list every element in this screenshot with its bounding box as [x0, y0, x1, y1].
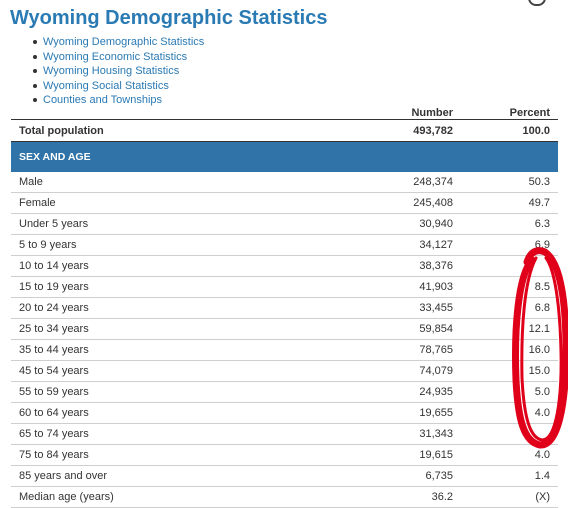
row-percent: (X) — [461, 486, 558, 508]
table-row: 35 to 44 years 78,765 16.0 — [11, 339, 558, 361]
row-number: 31,343 — [311, 423, 461, 445]
row-percent: 5.0 — [461, 381, 558, 403]
header-percent: Percent — [461, 99, 558, 120]
stats-table: Number Percent Total population 493,782 … — [11, 99, 558, 508]
table-header: Number Percent — [11, 99, 558, 120]
header-number: Number — [311, 99, 461, 120]
row-percent — [461, 423, 558, 445]
header-label-cell — [11, 99, 311, 120]
table-row: 5 to 9 years 34,127 6.9 — [11, 234, 558, 256]
row-label: 20 to 24 years — [11, 297, 311, 319]
row-percent: 6.8 — [461, 297, 558, 319]
nav-link-economic[interactable]: Wyoming Economic Statistics — [43, 50, 188, 63]
row-number: 19,655 — [311, 402, 461, 424]
row-percent — [461, 255, 558, 277]
row-label: 75 to 84 years — [11, 444, 311, 466]
row-label: 25 to 34 years — [11, 318, 311, 340]
table-row: 55 to 59 years 24,935 5.0 — [11, 381, 558, 403]
row-percent: 16.0 — [461, 339, 558, 361]
nav-link-housing[interactable]: Wyoming Housing Statistics — [43, 65, 180, 78]
row-label: 60 to 64 years — [11, 402, 311, 424]
total-number: 493,782 — [311, 119, 461, 142]
table-row: Female 245,408 49.7 — [11, 192, 558, 214]
row-number: 248,374 — [311, 172, 461, 193]
nav-link-item[interactable]: Wyoming Economic Statistics — [32, 50, 204, 65]
nav-link-item[interactable]: Wyoming Housing Statistics — [32, 64, 204, 79]
table-row: 60 to 64 years 19,655 4.0 — [11, 402, 558, 424]
table-row: 85 years and over 6,735 1.4 — [11, 465, 558, 487]
row-number: 41,903 — [311, 276, 461, 298]
row-label: 10 to 14 years — [11, 255, 311, 277]
row-percent: 12.1 — [461, 318, 558, 340]
row-percent: 1.4 — [461, 465, 558, 487]
row-number: 245,408 — [311, 192, 461, 214]
total-percent: 100.0 — [461, 119, 558, 142]
row-number: 36.2 — [311, 486, 461, 508]
row-number: 30,940 — [311, 213, 461, 235]
row-number: 38,376 — [311, 255, 461, 277]
table-row: Median age (years) 36.2 (X) — [11, 486, 558, 508]
row-number: 24,935 — [311, 381, 461, 403]
row-number: 6,735 — [311, 465, 461, 487]
row-percent: 49.7 — [461, 192, 558, 214]
nav-link-demographic[interactable]: Wyoming Demographic Statistics — [43, 36, 205, 48]
row-number: 34,127 — [311, 234, 461, 256]
row-label: 45 to 54 years — [11, 360, 311, 382]
row-percent: 8.5 — [461, 276, 558, 298]
row-label: 5 to 9 years — [11, 234, 311, 256]
row-percent: 15.0 — [461, 360, 558, 382]
total-label: Total population — [11, 119, 311, 142]
row-percent: 6.9 — [461, 234, 558, 256]
row-percent: 50.3 — [461, 172, 558, 193]
nav-link-item[interactable]: Wyoming Social Statistics — [32, 79, 204, 94]
row-percent: 4.0 — [461, 402, 558, 424]
row-label: 15 to 19 years — [11, 276, 311, 298]
row-number: 78,765 — [311, 339, 461, 361]
row-label: Under 5 years — [11, 213, 311, 235]
table-row: 20 to 24 years 33,455 6.8 — [11, 297, 558, 319]
row-label: Male — [11, 172, 311, 193]
row-number: 74,079 — [311, 360, 461, 382]
table-row: 45 to 54 years 74,079 15.0 — [11, 360, 558, 382]
table-row: 25 to 34 years 59,854 12.1 — [11, 318, 558, 340]
row-label: 65 to 74 years — [11, 423, 311, 445]
row-number: 33,455 — [311, 297, 461, 319]
row-label: Female — [11, 192, 311, 214]
nav-link-item[interactable]: Wyoming Demographic Statistics — [32, 35, 205, 50]
total-row: Total population 493,782 100.0 — [11, 119, 558, 142]
row-number: 19,615 — [311, 444, 461, 466]
row-label: 85 years and over — [11, 465, 311, 487]
table-row: 10 to 14 years 38,376 — [11, 255, 558, 277]
nav-links: Wyoming Demographic Statistics Wyoming E… — [32, 35, 205, 108]
section-title: SEX AND AGE — [11, 141, 558, 172]
partial-icon — [528, 0, 546, 6]
page-title: Wyoming Demographic Statistics — [10, 7, 328, 29]
row-label: 55 to 59 years — [11, 381, 311, 403]
table-row: Under 5 years 30,940 6.3 — [11, 213, 558, 235]
nav-link-social[interactable]: Wyoming Social Statistics — [43, 79, 169, 92]
table-row: Male 248,374 50.3 — [11, 172, 558, 193]
table-row: 65 to 74 years 31,343 — [11, 423, 558, 445]
table-row: 15 to 19 years 41,903 8.5 — [11, 276, 558, 298]
row-percent: 4.0 — [461, 444, 558, 466]
section-header: SEX AND AGE — [11, 141, 558, 172]
row-label: 35 to 44 years — [11, 339, 311, 361]
row-percent: 6.3 — [461, 213, 558, 235]
row-number: 59,854 — [311, 318, 461, 340]
row-label: Median age (years) — [11, 486, 311, 508]
table-row: 75 to 84 years 19,615 4.0 — [11, 444, 558, 466]
